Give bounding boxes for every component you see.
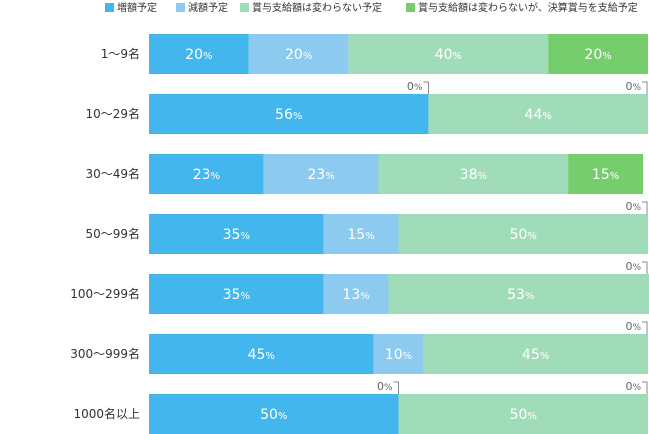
legend-item: 賞与支給額は変わらないが、決算賞与を支給予定 bbox=[406, 1, 638, 14]
data-label: 45% bbox=[522, 347, 549, 363]
bar-segment bbox=[149, 274, 324, 314]
bar-segment bbox=[323, 214, 399, 254]
bar-row: 35% 13% 53% 0% bbox=[149, 260, 649, 314]
zero-callout: 0% bbox=[625, 380, 648, 394]
bar-segment bbox=[398, 214, 648, 254]
data-label: 13% bbox=[342, 287, 369, 303]
legend-swatch bbox=[240, 3, 249, 12]
callout-line bbox=[642, 381, 648, 394]
bar-segment bbox=[149, 214, 324, 254]
bar-row: 56% 0% 44% 0% bbox=[149, 80, 648, 134]
bar-segment bbox=[428, 94, 648, 134]
zero-callout: 0% bbox=[625, 80, 648, 94]
data-label: 23% bbox=[193, 167, 220, 183]
data-label: 20% bbox=[285, 47, 312, 63]
category-label: 1〜9名 bbox=[101, 46, 140, 61]
callout-line bbox=[642, 201, 648, 214]
callout-line bbox=[642, 261, 648, 274]
bar-segment bbox=[373, 334, 424, 374]
data-label: 15% bbox=[347, 227, 374, 243]
bar-segment bbox=[568, 154, 644, 194]
data-label: 10% bbox=[385, 347, 412, 363]
category-label: 100〜299名 bbox=[70, 286, 140, 301]
legend-swatch bbox=[105, 3, 114, 12]
data-label: 50% bbox=[510, 407, 537, 423]
legend-item: 減額予定 bbox=[176, 1, 228, 14]
legend-swatch bbox=[176, 3, 185, 12]
category-label: 300〜999名 bbox=[70, 346, 140, 361]
zero-data-label: 0% bbox=[625, 80, 641, 93]
data-label: 44% bbox=[525, 107, 552, 123]
bar-segment bbox=[423, 334, 648, 374]
data-label: 45% bbox=[248, 347, 275, 363]
data-label: 40% bbox=[435, 47, 462, 63]
category-label: 30〜49名 bbox=[85, 166, 140, 181]
legend-label: 増額予定 bbox=[117, 1, 157, 14]
bar-segment bbox=[548, 34, 648, 74]
category-label: 50〜99名 bbox=[85, 226, 140, 241]
legend: 増額予定 減額予定 賞与支給額は変わらない予定 賞与支給額は変わらないが、決算賞与を支… bbox=[105, 1, 638, 14]
category-label: 10〜29名 bbox=[85, 106, 140, 121]
data-label: 20% bbox=[185, 47, 212, 63]
zero-callout: 0% bbox=[625, 200, 648, 214]
data-label: 56% bbox=[275, 107, 302, 123]
zero-data-label: 0% bbox=[625, 320, 641, 333]
category-label: 1000名以上 bbox=[73, 406, 140, 421]
data-label: 35% bbox=[223, 227, 250, 243]
bar-segment bbox=[398, 394, 648, 434]
zero-callout: 0% bbox=[377, 380, 399, 394]
bar-row: 20% 20% 40% 20% bbox=[149, 34, 648, 74]
bar-segment bbox=[149, 394, 399, 434]
bar-segment bbox=[149, 94, 429, 134]
bar-segment bbox=[348, 34, 549, 74]
zero-callout: 0% bbox=[407, 80, 429, 94]
bar-row: 50% 0% 50% 0% bbox=[149, 380, 648, 434]
bar-segment bbox=[149, 154, 264, 194]
data-label: 53% bbox=[507, 287, 534, 303]
callout-line bbox=[393, 381, 399, 394]
zero-callout: 0% bbox=[625, 260, 648, 274]
callout-line bbox=[642, 321, 648, 334]
bar-row: 23% 23% 38% 15% bbox=[149, 154, 644, 194]
data-label: 38% bbox=[460, 167, 487, 183]
data-label: 35% bbox=[223, 287, 250, 303]
data-label: 23% bbox=[307, 167, 334, 183]
callout-line bbox=[642, 81, 648, 94]
zero-data-label: 0% bbox=[377, 380, 393, 393]
legend-label: 減額予定 bbox=[188, 1, 228, 14]
bars: 20% 20% 40% 20% 56% 0% 44% 0% 23% 23% 38% 15% 35% 15%… bbox=[149, 34, 649, 434]
legend-swatch bbox=[406, 3, 415, 12]
callout-line bbox=[423, 81, 429, 94]
category-labels: 1〜9名 10〜29名 30〜49名 50〜99名 100〜299名 300〜999名 10… bbox=[70, 46, 140, 421]
bar-segment bbox=[323, 274, 389, 314]
zero-callout: 0% bbox=[625, 320, 648, 334]
legend-label: 賞与支給額は変わらない予定 bbox=[252, 1, 382, 14]
zero-data-label: 0% bbox=[625, 260, 641, 273]
data-label: 20% bbox=[584, 47, 611, 63]
bar-segment bbox=[378, 154, 569, 194]
data-label: 15% bbox=[592, 167, 619, 183]
legend-item: 増額予定 bbox=[105, 1, 157, 14]
data-label: 50% bbox=[510, 227, 537, 243]
bar-segment bbox=[388, 274, 649, 314]
zero-data-label: 0% bbox=[625, 380, 641, 393]
data-label: 50% bbox=[260, 407, 287, 423]
bar-segment bbox=[149, 334, 374, 374]
zero-data-label: 0% bbox=[625, 200, 641, 213]
zero-data-label: 0% bbox=[407, 80, 423, 93]
bar-segment bbox=[263, 154, 379, 194]
legend-item: 賞与支給額は変わらない予定 bbox=[240, 1, 382, 14]
bar-row: 35% 15% 50% 0% bbox=[149, 200, 648, 254]
bar-segment bbox=[248, 34, 349, 74]
bar-segment bbox=[149, 34, 249, 74]
legend-label: 賞与支給額は変わらないが、決算賞与を支給予定 bbox=[418, 1, 638, 14]
bar-row: 45% 10% 45% 0% bbox=[149, 320, 648, 374]
